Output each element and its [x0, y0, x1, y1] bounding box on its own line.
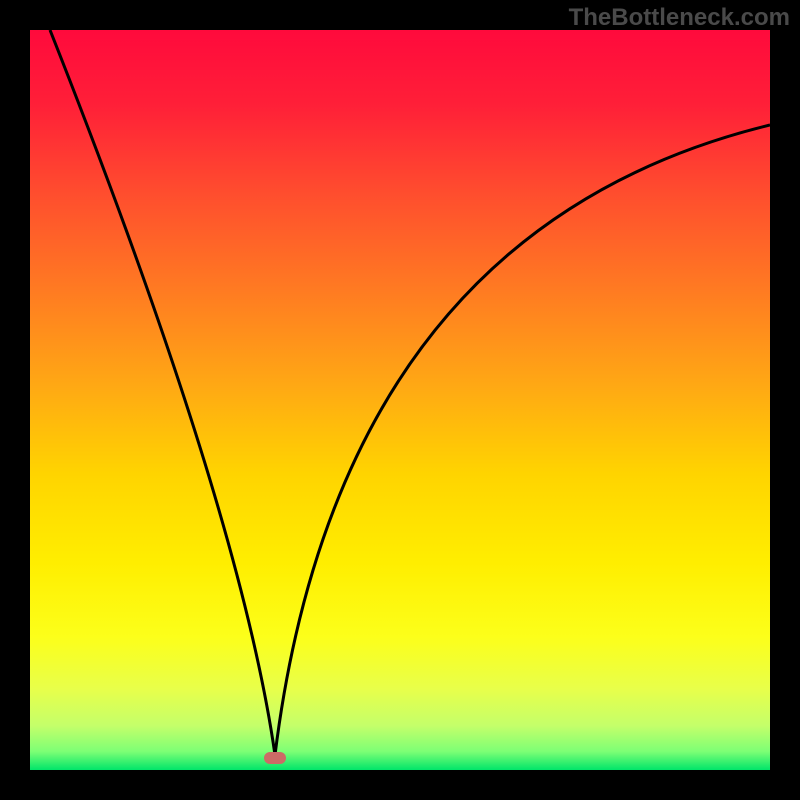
bottleneck-curve [30, 30, 770, 770]
chart-canvas: TheBottleneck.com [0, 0, 800, 800]
optimal-point-marker [264, 752, 286, 764]
watermark-text: TheBottleneck.com [569, 4, 790, 32]
plot-area [30, 30, 770, 770]
